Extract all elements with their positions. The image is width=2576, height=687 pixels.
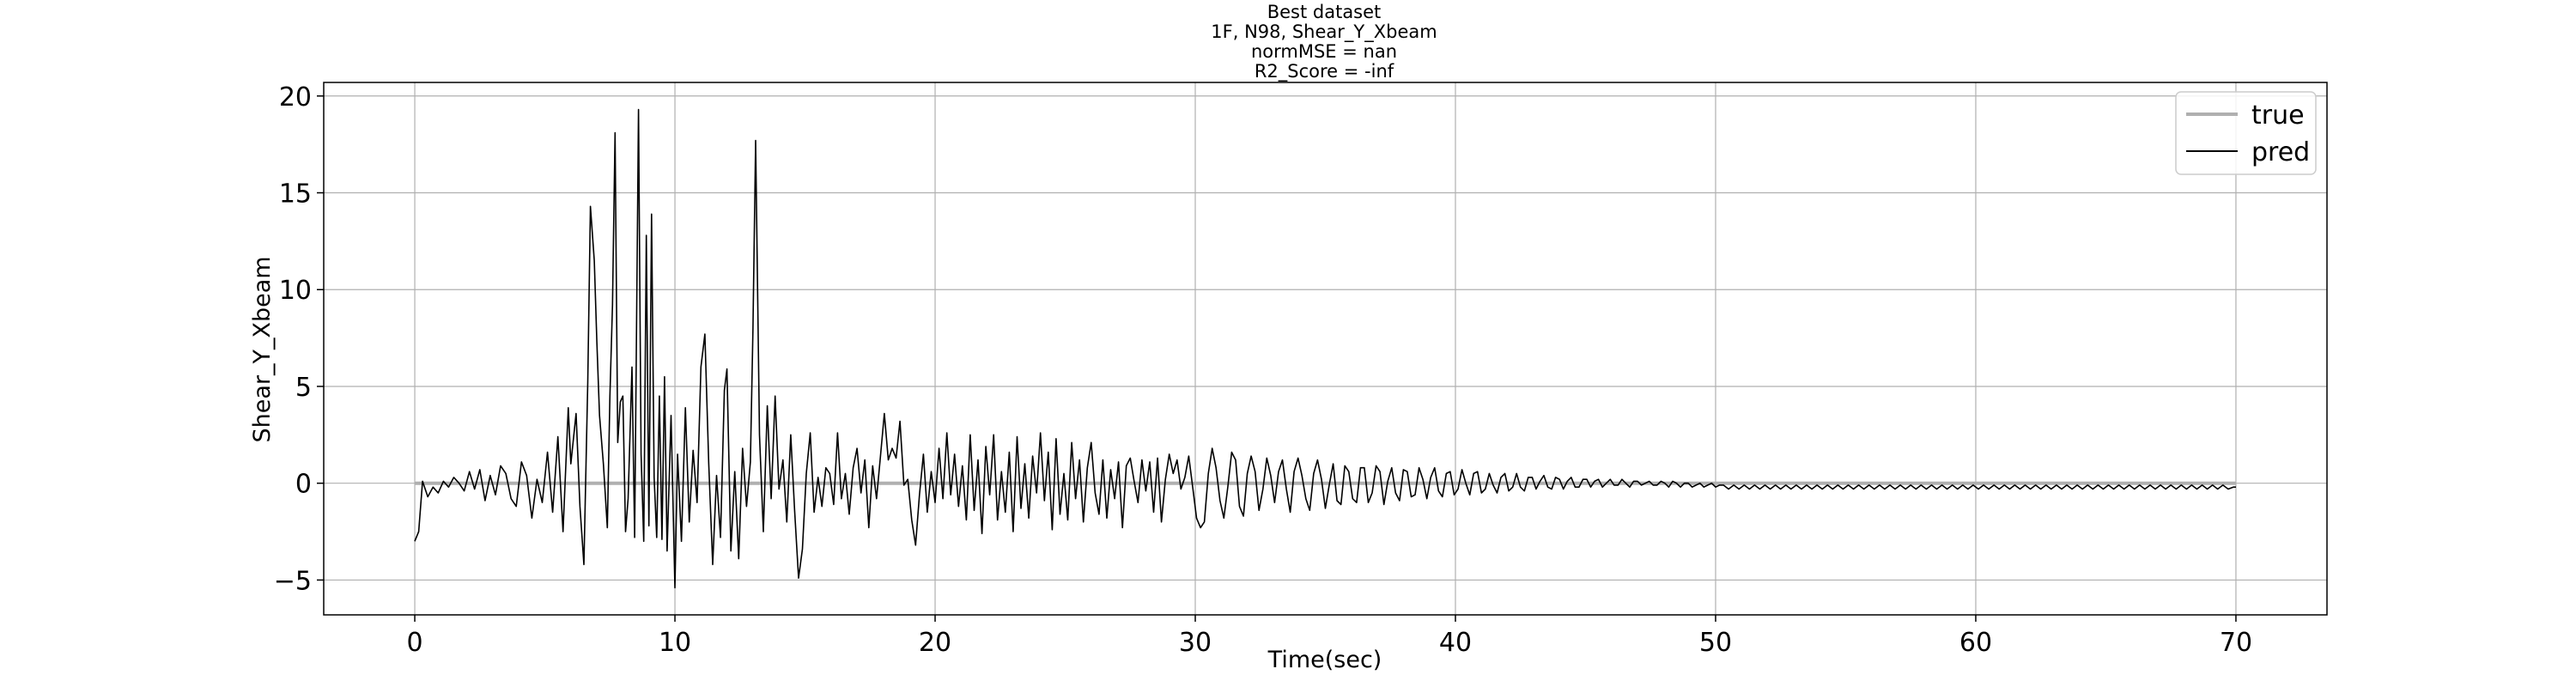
x-tick-label: 0 [406, 628, 422, 658]
title-line-2: 1F, N98, Shear_Y_Xbeam [1211, 21, 1437, 43]
y-tick-label: 20 [279, 82, 312, 112]
x-axis-ticks: 0 10 20 30 40 50 60 70 [406, 615, 2252, 658]
legend: true pred [2175, 91, 2317, 175]
x-tick-label: 50 [1699, 628, 1732, 658]
title-line-4: R2_Score = -inf [1255, 61, 1394, 82]
plot-series [414, 108, 2236, 589]
x-axis-label: Time(sec) [1267, 647, 1382, 673]
grid [324, 82, 2327, 615]
legend-label-pred: pred [2251, 137, 2310, 167]
y-tick-label: 10 [279, 276, 312, 306]
x-tick-label: 40 [1439, 628, 1472, 658]
y-axis-ticks: −5 0 5 10 15 20 [274, 82, 324, 596]
y-axis-label: Shear_Y_Xbeam [249, 256, 276, 442]
x-tick-label: 10 [659, 628, 691, 658]
y-tick-label: 5 [295, 373, 312, 403]
chart-title: Best dataset 1F, N98, Shear_Y_Xbeam norm… [1211, 2, 1437, 82]
x-tick-label: 60 [1959, 628, 1992, 658]
y-tick-label: 0 [295, 470, 312, 500]
y-tick-label: 15 [279, 179, 312, 210]
legend-label-true: true [2251, 100, 2305, 131]
x-tick-label: 70 [2220, 628, 2252, 658]
title-line-3: normMSE = nan [1251, 41, 1397, 62]
title-line-1: Best dataset [1267, 2, 1382, 22]
y-tick-label: −5 [274, 566, 312, 596]
x-tick-label: 30 [1179, 628, 1212, 658]
x-tick-label: 20 [919, 628, 951, 658]
series-line-pred [414, 108, 2236, 589]
plot-frame [323, 82, 2328, 616]
